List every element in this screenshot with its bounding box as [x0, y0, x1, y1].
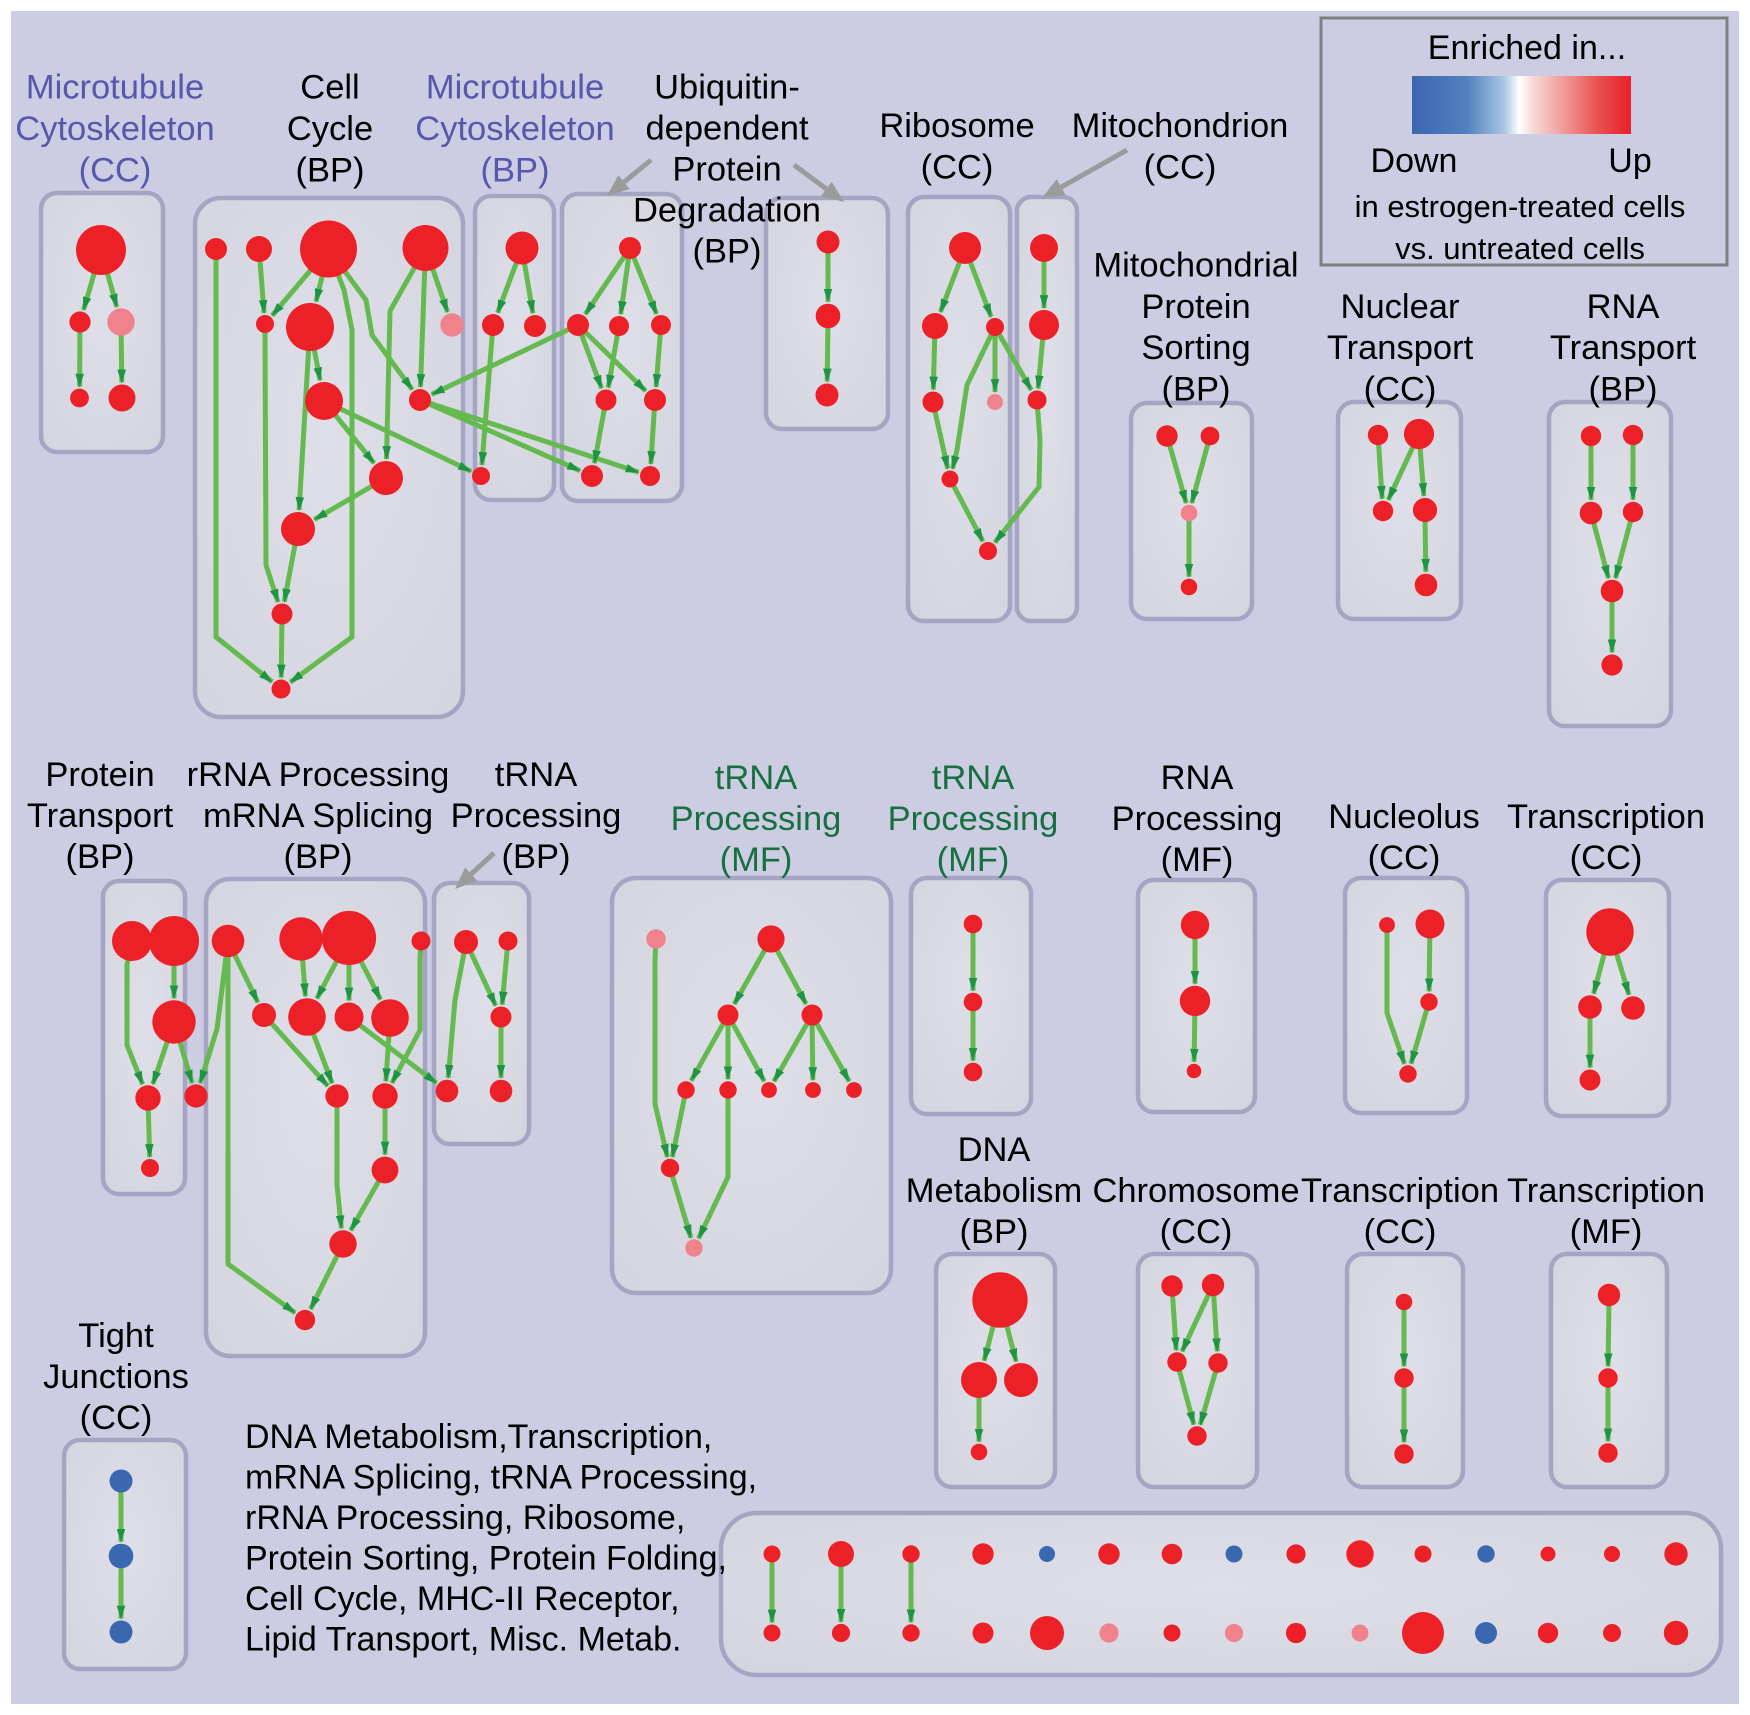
- svg-text:(CC): (CC): [79, 151, 152, 189]
- svg-text:(MF): (MF): [937, 841, 1010, 879]
- svg-text:Transcription: Transcription: [1507, 1172, 1705, 1210]
- svg-text:Protein Sorting, Protein Foldi: Protein Sorting, Protein Folding,: [245, 1540, 727, 1578]
- svg-text:(MF): (MF): [1570, 1213, 1643, 1251]
- svg-text:Protein: Protein: [45, 756, 154, 794]
- svg-text:(BP): (BP): [1162, 371, 1231, 409]
- svg-text:rRNA Processing, Ribosome,: rRNA Processing, Ribosome,: [245, 1499, 685, 1537]
- svg-text:Cell Cycle, MHC-II Receptor,: Cell Cycle, MHC-II Receptor,: [245, 1580, 680, 1618]
- svg-text:Processing: Processing: [888, 800, 1059, 838]
- svg-text:(MF): (MF): [720, 841, 793, 879]
- svg-text:Nucleolus: Nucleolus: [1328, 798, 1480, 836]
- svg-text:tRNA: tRNA: [715, 759, 797, 797]
- svg-text:Processing: Processing: [451, 797, 622, 835]
- svg-text:(CC): (CC): [1160, 1213, 1233, 1251]
- svg-text:Enriched in...: Enriched in...: [1428, 29, 1626, 67]
- svg-text:Transport: Transport: [1550, 329, 1697, 367]
- svg-text:(CC): (CC): [1364, 1213, 1437, 1251]
- svg-text:vs. untreated cells: vs. untreated cells: [1395, 231, 1645, 266]
- svg-text:Processing: Processing: [1112, 800, 1283, 838]
- svg-text:(BP): (BP): [66, 838, 135, 876]
- svg-text:(BP): (BP): [502, 838, 571, 876]
- svg-text:RNA: RNA: [1161, 759, 1234, 797]
- svg-text:(CC): (CC): [80, 1399, 153, 1437]
- svg-text:DNA Metabolism,Transcription,: DNA Metabolism,Transcription,: [245, 1418, 712, 1456]
- svg-text:Degradation: Degradation: [633, 192, 821, 230]
- svg-text:Cycle: Cycle: [287, 110, 373, 148]
- svg-text:Ribosome: Ribosome: [879, 107, 1034, 145]
- svg-text:Transport: Transport: [1327, 329, 1474, 367]
- svg-text:Nuclear: Nuclear: [1341, 288, 1460, 326]
- svg-text:DNA: DNA: [958, 1131, 1031, 1169]
- svg-text:Junctions: Junctions: [43, 1358, 189, 1396]
- svg-text:Microtubule: Microtubule: [26, 68, 204, 106]
- svg-text:(BP): (BP): [284, 838, 353, 876]
- svg-text:in estrogen-treated cells: in estrogen-treated cells: [1355, 189, 1686, 224]
- svg-text:(CC): (CC): [1570, 839, 1643, 877]
- svg-text:(BP): (BP): [960, 1213, 1029, 1251]
- svg-text:Lipid Transport, Misc. Metab.: Lipid Transport, Misc. Metab.: [245, 1621, 682, 1659]
- svg-text:Ubiquitin-: Ubiquitin-: [654, 69, 800, 107]
- svg-text:Chromosome: Chromosome: [1092, 1172, 1299, 1210]
- svg-text:Cell: Cell: [300, 68, 359, 106]
- svg-text:Metabolism: Metabolism: [906, 1172, 1082, 1210]
- svg-text:(MF): (MF): [1161, 841, 1234, 879]
- svg-text:Protein: Protein: [672, 151, 781, 189]
- svg-text:Sorting: Sorting: [1141, 329, 1250, 367]
- svg-text:(CC): (CC): [1364, 371, 1437, 409]
- svg-text:mRNA Splicing: mRNA Splicing: [203, 797, 433, 835]
- svg-text:(CC): (CC): [1368, 839, 1441, 877]
- svg-text:(BP): (BP): [296, 151, 365, 189]
- svg-text:(BP): (BP): [693, 233, 762, 271]
- svg-text:Mitochondrial: Mitochondrial: [1093, 247, 1298, 285]
- svg-text:dependent: dependent: [645, 110, 808, 148]
- svg-text:(CC): (CC): [1144, 149, 1217, 187]
- svg-text:Tight: Tight: [78, 1317, 154, 1355]
- svg-text:(BP): (BP): [1589, 371, 1658, 409]
- svg-text:(BP): (BP): [481, 151, 550, 189]
- svg-text:Transcription: Transcription: [1301, 1172, 1499, 1210]
- svg-text:Microtubule: Microtubule: [426, 68, 604, 106]
- svg-text:Cytoskeleton: Cytoskeleton: [15, 110, 214, 148]
- svg-text:Transport: Transport: [27, 797, 174, 835]
- svg-text:Protein: Protein: [1141, 288, 1250, 326]
- svg-text:rRNA Processing: rRNA Processing: [187, 756, 450, 794]
- svg-text:Processing: Processing: [671, 800, 842, 838]
- svg-text:mRNA Splicing, tRNA Processing: mRNA Splicing, tRNA Processing,: [245, 1459, 757, 1497]
- svg-text:Mitochondrion: Mitochondrion: [1072, 107, 1289, 145]
- svg-text:tRNA: tRNA: [495, 756, 577, 794]
- svg-text:Down: Down: [1371, 142, 1458, 180]
- svg-text:Cytoskeleton: Cytoskeleton: [415, 110, 614, 148]
- svg-text:Transcription: Transcription: [1507, 798, 1705, 836]
- svg-text:(CC): (CC): [921, 149, 994, 187]
- svg-text:tRNA: tRNA: [932, 759, 1014, 797]
- svg-text:Up: Up: [1608, 142, 1651, 180]
- svg-text:RNA: RNA: [1587, 288, 1660, 326]
